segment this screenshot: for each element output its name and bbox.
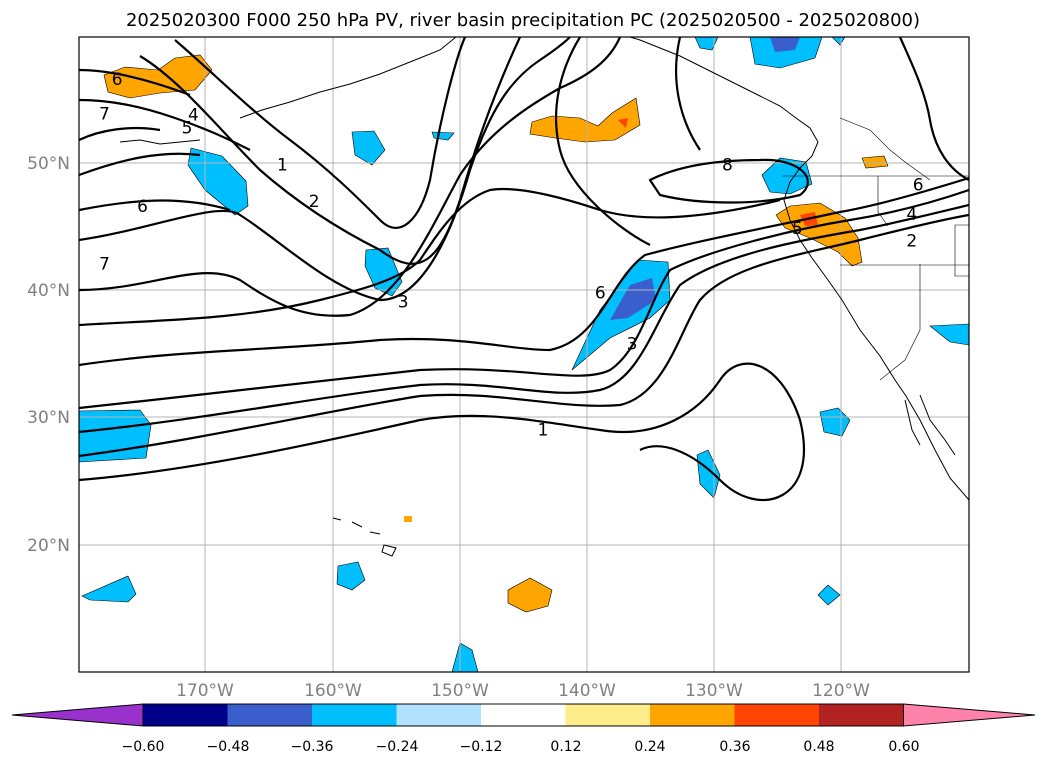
pv-contour-label: 5	[792, 219, 803, 239]
coastlines	[119, 37, 969, 557]
pv-contour-label: 6	[112, 70, 123, 90]
pv-contour-label: 5	[182, 118, 193, 138]
pv-contour	[79, 126, 161, 141]
pv-contour	[674, 37, 701, 151]
neg-region	[694, 37, 719, 51]
neg-region	[819, 407, 851, 437]
colorbar-tick-label: 0.48	[803, 739, 834, 755]
colorbar-tick-label: −0.12	[460, 739, 503, 755]
pv-contours	[79, 37, 969, 502]
pos-region	[861, 155, 889, 169]
neg-region	[831, 37, 846, 46]
lon-label: 170°W	[176, 681, 234, 701]
pv-contour	[79, 188, 969, 410]
pv-contour-label: 7	[99, 254, 110, 274]
neg-region	[336, 561, 366, 591]
borders	[782, 117, 969, 381]
colorbar-bin	[143, 704, 228, 726]
lon-label: 160°W	[304, 681, 362, 701]
pv-contour	[648, 158, 809, 204]
pv-contour-label: 1	[538, 421, 549, 441]
pv-contour	[79, 68, 191, 97]
pv-contour	[79, 213, 969, 458]
lon-label: 120°W	[812, 681, 870, 701]
pv-contour-label: 4	[906, 205, 917, 225]
pv-contour	[79, 203, 969, 434]
neg-region	[610, 278, 656, 320]
colorbar-bin	[227, 704, 313, 726]
colorbar-tick-label: 0.12	[550, 739, 581, 755]
pv-contour	[174, 37, 467, 229]
pv-contour-label: 6	[137, 197, 148, 217]
colorbar-tick-label: −0.36	[291, 739, 334, 755]
lon-axis-labels: 170°W 160°W 150°W 140°W 130°W 120°W	[176, 681, 870, 701]
colorbar-frame	[142, 703, 904, 727]
colorbar-bin	[734, 704, 820, 726]
colorbar-bin	[312, 704, 397, 726]
pv-contour-label: 6	[913, 176, 924, 196]
pv-contour-label: 7	[99, 104, 110, 124]
pos-region	[404, 516, 412, 522]
lat-label: 40°N	[27, 281, 70, 301]
lon-label: 130°W	[685, 681, 743, 701]
pos-region	[507, 577, 553, 613]
neg-region	[81, 575, 137, 603]
map-title: 2025020300 F000 250 hPa PV, river basin …	[126, 10, 920, 31]
pv-contour-label: 4	[188, 106, 199, 126]
neg-region	[770, 37, 800, 52]
pv-contour-label: 2	[906, 231, 917, 251]
pv-contour	[79, 98, 251, 151]
lat-label: 20°N	[27, 536, 70, 556]
pv-contour	[79, 362, 806, 502]
colorbar-tick-label: 0.60	[888, 739, 919, 755]
colorbar-tick-label: 0.24	[634, 739, 665, 755]
map-frame	[78, 36, 970, 673]
colorbar	[11, 703, 1036, 727]
pv-contour	[79, 188, 781, 327]
pv-contour	[139, 37, 521, 265]
pv-contour-label: 1	[277, 155, 288, 175]
lon-label: 150°W	[431, 681, 489, 701]
pv-contour	[79, 199, 231, 212]
pos-region	[618, 118, 628, 128]
neg-region	[187, 147, 249, 216]
neg-region	[351, 130, 386, 166]
pv-contour-label: 8	[722, 155, 733, 175]
colorbar-tick-label: −0.60	[122, 739, 165, 755]
pv-contour-label: 2	[309, 192, 320, 212]
colorbar-extend-min	[11, 703, 144, 727]
lon-label: 140°W	[558, 681, 616, 701]
colorbar-labels: −0.60 −0.48 −0.36 −0.24 −0.12 0.12 0.24 …	[122, 739, 920, 755]
pv-contour-label: 3	[627, 334, 638, 354]
lat-label: 50°N	[27, 154, 70, 174]
pv-contour	[898, 37, 969, 181]
neg-region	[451, 642, 479, 672]
pv-contour-label: 3	[398, 292, 409, 312]
pv-contour	[79, 152, 201, 177]
colorbar-extend-max	[903, 703, 1036, 727]
lat-axis-labels: 50°N 40°N 30°N 20°N	[27, 154, 70, 556]
colorbar-tick-label: −0.24	[376, 739, 419, 755]
pv-contour	[554, 37, 651, 246]
colorbar-tick-label: −0.48	[207, 739, 250, 755]
colorbar-bin	[650, 704, 735, 726]
pos-region	[103, 54, 213, 99]
lat-label: 30°N	[27, 408, 70, 428]
pv-contour	[79, 176, 969, 367]
colorbar-bin	[396, 704, 482, 726]
neg-region	[749, 37, 823, 69]
colorbar-bin	[565, 704, 651, 726]
neg-region	[929, 323, 969, 346]
colorbar-bin	[481, 704, 566, 726]
pv-contour	[79, 37, 571, 302]
colorbar-bin	[819, 704, 904, 726]
gridlines	[79, 37, 969, 672]
neg-region	[817, 584, 841, 606]
colorbar-tick-label: 0.36	[719, 739, 750, 755]
pv-contour-label: 6	[595, 284, 606, 304]
